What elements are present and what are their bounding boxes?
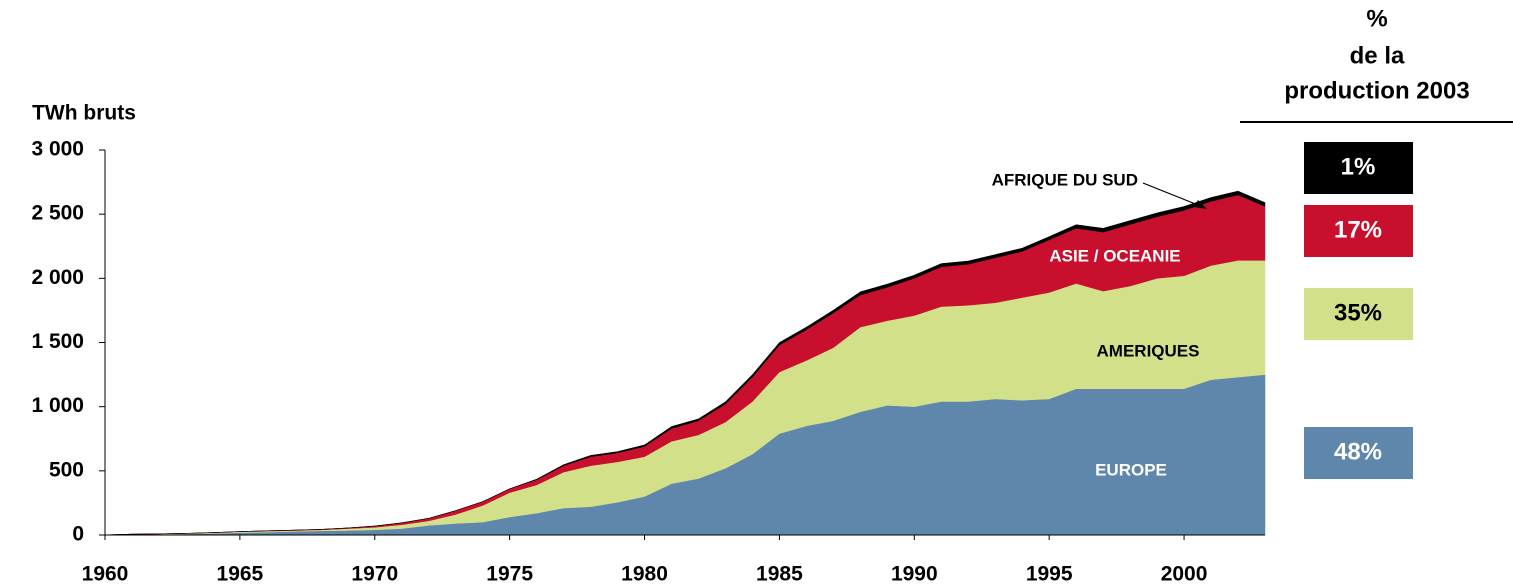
x-tick-label: 2000 xyxy=(1161,563,1208,586)
share-label: 48% xyxy=(1334,438,1382,465)
share-label: 35% xyxy=(1334,299,1382,326)
share-label: 17% xyxy=(1334,216,1382,243)
y-tick-label: 2 000 xyxy=(31,266,84,289)
series-label: ASIE / OCEANIE xyxy=(1049,246,1180,265)
x-tick-label: 1995 xyxy=(1026,563,1073,586)
x-tick-label: 1965 xyxy=(217,563,264,586)
share-title: % xyxy=(1366,5,1387,32)
share-label: 1% xyxy=(1341,153,1376,180)
y-tick-label: 0 xyxy=(72,523,84,546)
share-box xyxy=(1304,205,1413,257)
x-tick-label: 1990 xyxy=(891,563,938,586)
x-tick-label: 1975 xyxy=(486,563,533,586)
series-label: EUROPE xyxy=(1095,460,1167,479)
y-tick-label: 1 500 xyxy=(31,330,84,353)
share-box xyxy=(1304,288,1413,340)
share-title: de la xyxy=(1350,42,1405,69)
series-label: AFRIQUE DU SUD xyxy=(992,170,1138,189)
share-box xyxy=(1304,142,1413,194)
label-arrowhead xyxy=(1194,200,1207,209)
y-axis-title: TWh bruts xyxy=(32,102,136,125)
series-label: AMERIQUES xyxy=(1097,341,1200,360)
y-tick-label: 1 000 xyxy=(31,394,84,417)
share-title: production 2003 xyxy=(1284,77,1469,104)
x-tick-label: 1980 xyxy=(621,563,668,586)
x-tick-label: 1970 xyxy=(351,563,398,586)
x-tick-label: 1985 xyxy=(756,563,803,586)
share-box xyxy=(1304,427,1413,479)
y-tick-label: 2 500 xyxy=(31,202,84,225)
y-tick-label: 3 000 xyxy=(31,138,84,161)
label-arrow xyxy=(1142,182,1204,208)
x-tick-label: 1960 xyxy=(82,563,129,586)
y-tick-label: 500 xyxy=(49,458,84,481)
area xyxy=(104,190,1266,536)
